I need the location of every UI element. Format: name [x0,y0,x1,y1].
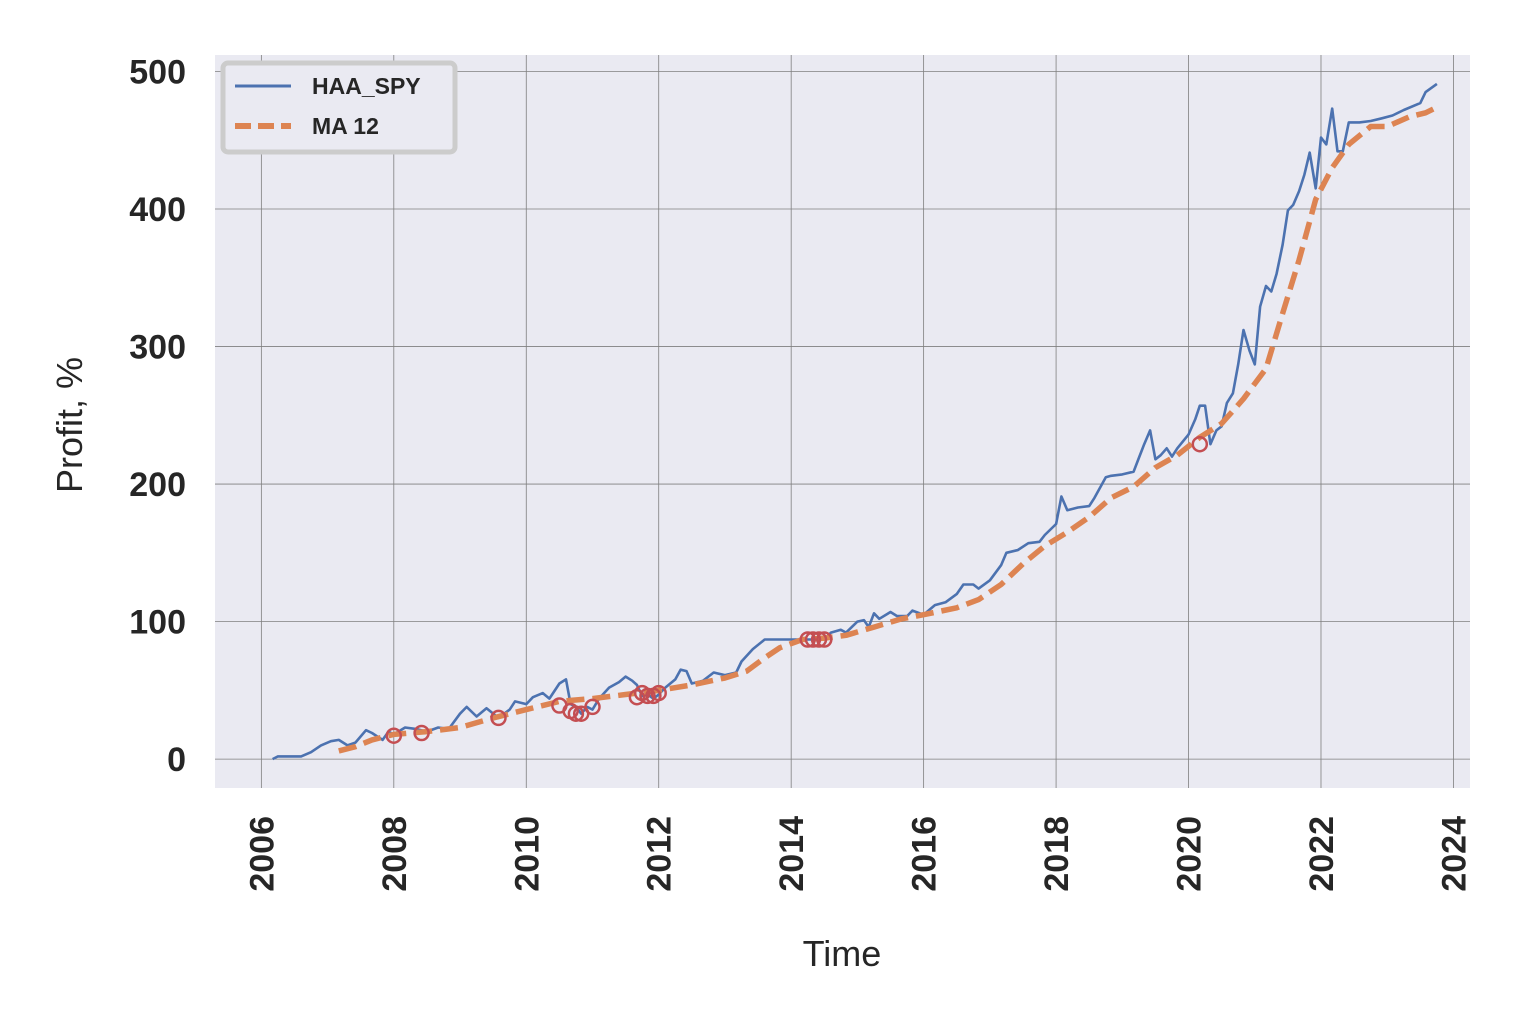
x-tick-label: 2006 [243,816,281,892]
y-tick-labels: 0 100 200 300 400 500 [129,54,186,780]
x-tick-label: 2016 [906,816,944,892]
y-tick-label: 0 [167,741,186,779]
x-tick-label: 2008 [376,816,414,892]
x-tick-labels: 2006 2008 2010 2012 2014 2016 2018 2020 2022 2024 [243,816,1473,892]
marker-layer [385,435,1209,744]
x-axis-label: Time [803,933,882,974]
signal-marker [816,631,833,648]
y-tick-label: 400 [129,191,186,229]
x-tick-label: 2012 [641,816,679,892]
signal-marker [810,631,828,648]
signal-marker [385,727,403,744]
signal-marker [650,684,667,702]
signal-marker [804,631,822,648]
signal-marker [584,698,601,716]
x-tick-label: 2010 [508,816,546,892]
x-tick-label: 2020 [1171,816,1209,892]
signal-marker [567,705,585,722]
y-tick-label: 500 [129,54,186,92]
signal-marker [639,687,656,705]
y-axis-label: Profit, % [49,357,90,493]
x-tick-label: 2024 [1435,816,1473,892]
signal-marker [799,631,816,648]
signal-marker [413,724,430,742]
signal-marker [1191,435,1209,453]
x-tick-label: 2022 [1303,816,1341,892]
signal-marker [490,709,507,727]
plot-background [215,55,1470,788]
x-tick-label: 2018 [1038,816,1076,892]
legend-label-haa-spy: HAA_SPY [312,73,421,99]
y-tick-label: 200 [129,466,186,504]
y-tick-label: 300 [129,329,186,367]
y-tick-label: 100 [129,604,186,642]
legend: HAA_SPY MA 12 [220,60,458,155]
x-tick-label: 2014 [773,816,811,892]
legend-label-ma12: MA 12 [312,113,379,139]
